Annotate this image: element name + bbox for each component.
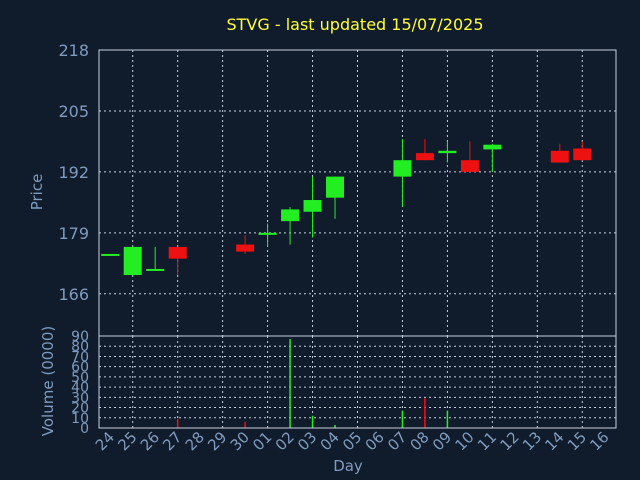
volume-tick-label: 40 bbox=[71, 380, 89, 396]
price-y-ticks: 166 179 192 205 218 bbox=[58, 41, 89, 304]
candle-body bbox=[393, 160, 412, 177]
candle-body bbox=[168, 246, 187, 259]
volume-grid bbox=[99, 335, 616, 429]
candle-body bbox=[438, 150, 457, 154]
volume-tick-label: 90 bbox=[71, 329, 89, 345]
x-ticks: 2425262728293001020304050607080910111213… bbox=[92, 428, 613, 454]
price-tick-label: 179 bbox=[58, 224, 89, 243]
candle-body bbox=[326, 176, 345, 198]
price-tick-label: 192 bbox=[58, 163, 89, 182]
volume-tick-label: 0 bbox=[80, 421, 89, 437]
price-panel-frame bbox=[98, 49, 617, 337]
volume-bar bbox=[334, 424, 336, 428]
volume-bars bbox=[109, 339, 584, 428]
volume-panel-frame bbox=[98, 335, 617, 429]
volume-bar bbox=[176, 418, 179, 428]
candle-body bbox=[101, 253, 120, 256]
chart-title: STVG - last updated 15/07/2025 bbox=[227, 15, 484, 34]
candle-body bbox=[550, 150, 569, 163]
candle-body bbox=[281, 209, 300, 222]
candles bbox=[101, 139, 592, 276]
candle-body bbox=[303, 200, 322, 212]
x-axis-title: Day bbox=[333, 457, 363, 475]
candle-body bbox=[146, 268, 165, 271]
candle-body bbox=[258, 232, 277, 235]
volume-bar bbox=[244, 421, 246, 428]
volume-tick-label: 30 bbox=[71, 390, 89, 406]
x-tick-label: 16 bbox=[586, 428, 612, 454]
volume-tick-label: 70 bbox=[71, 349, 89, 365]
volume-bar bbox=[289, 339, 291, 428]
price-tick-label: 205 bbox=[58, 102, 89, 121]
volume-tick-label: 10 bbox=[71, 411, 89, 427]
volume-bar bbox=[424, 398, 426, 428]
volume-tick-label: 50 bbox=[71, 370, 89, 386]
volume-bar bbox=[446, 410, 449, 428]
candle-body bbox=[483, 144, 502, 150]
candle-body bbox=[573, 148, 592, 161]
candle-body bbox=[460, 160, 479, 172]
candle-body bbox=[123, 246, 142, 276]
price-grid bbox=[99, 49, 616, 336]
volume-tick-label: 20 bbox=[71, 401, 89, 417]
volume-bar bbox=[401, 410, 404, 428]
volume-bar bbox=[311, 415, 314, 428]
volume-tick-label: 80 bbox=[71, 339, 89, 355]
volume-axis-title: Volume (0000) bbox=[39, 326, 57, 436]
price-tick-label: 218 bbox=[58, 41, 89, 60]
price-axis-title: Price bbox=[28, 174, 46, 211]
candle-body bbox=[236, 244, 255, 252]
price-tick-label: 166 bbox=[58, 285, 89, 304]
candle-body bbox=[415, 153, 434, 161]
volume-tick-label: 60 bbox=[71, 360, 89, 376]
